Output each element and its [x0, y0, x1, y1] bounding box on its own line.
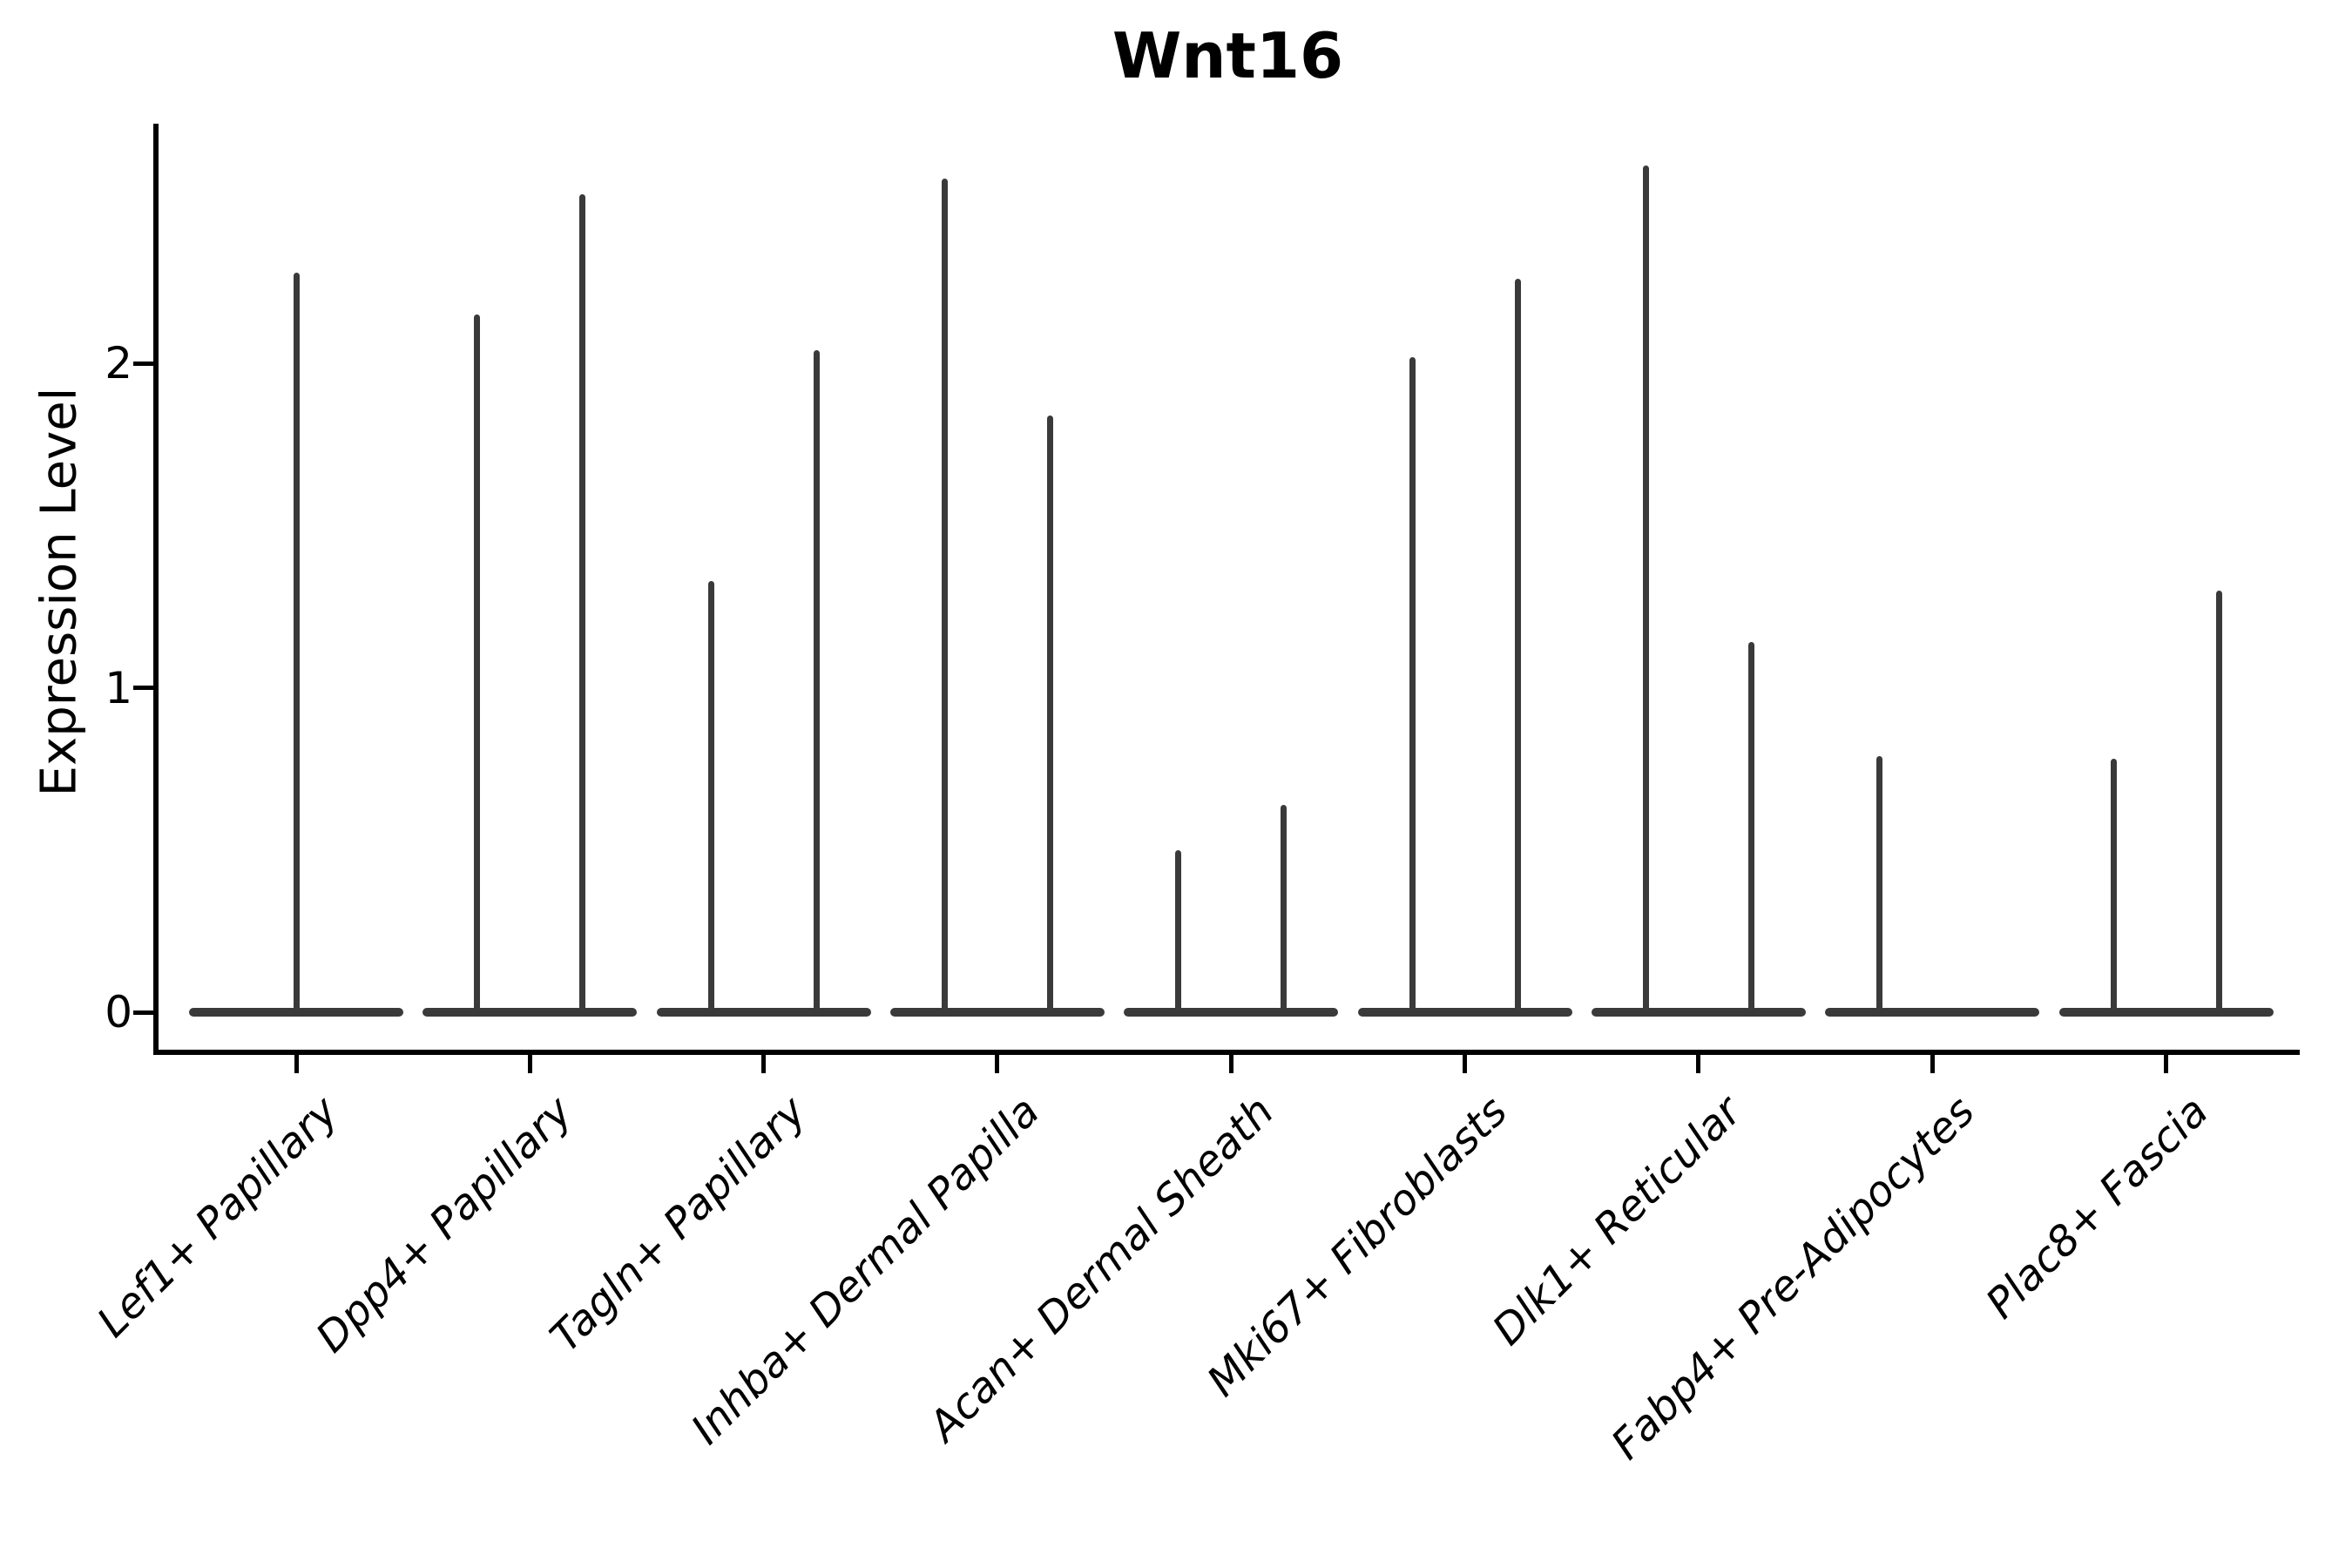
y-tick-label: 0: [105, 987, 132, 1037]
violin-spike: [293, 272, 300, 1017]
x-tick-mark: [2164, 1052, 2169, 1073]
violin-base: [1357, 1008, 1572, 1017]
violin-base: [1825, 1008, 2040, 1017]
y-tick-mark: [133, 361, 154, 366]
y-tick-mark: [133, 1010, 154, 1015]
y-axis-spine: [153, 124, 159, 1055]
violin-base: [889, 1008, 1105, 1017]
violin-spike: [474, 314, 481, 1017]
violin-spike: [1643, 165, 1650, 1017]
x-axis-spine: [153, 1050, 2300, 1055]
violin-spike: [1876, 755, 1883, 1017]
violin-spike: [1046, 415, 1053, 1017]
violin-base: [2058, 1008, 2274, 1017]
x-tick-mark: [294, 1052, 299, 1073]
y-axis-label: Expression Level: [30, 387, 88, 797]
violin-spike: [707, 580, 714, 1017]
violin-spike: [1514, 279, 1521, 1017]
x-tick-mark: [1463, 1052, 1468, 1073]
x-tick-label: Lef1+ Papillary: [88, 1086, 348, 1347]
violin-spike: [1175, 849, 1182, 1017]
x-tick-mark: [1228, 1052, 1233, 1073]
violin-spike: [813, 350, 820, 1017]
violin-spike: [1747, 642, 1754, 1017]
y-tick-mark: [133, 686, 154, 690]
x-tick-mark: [1696, 1052, 1701, 1073]
x-tick-mark: [761, 1052, 767, 1073]
violin-base: [656, 1008, 871, 1017]
x-tick-mark: [527, 1052, 532, 1073]
violin-spike: [1281, 804, 1288, 1017]
x-tick-label: Dlk1+ Reticular: [1483, 1086, 1751, 1355]
x-tick-label: Plac8+ Fascia: [1977, 1086, 2219, 1328]
violin-spike: [2215, 590, 2222, 1017]
x-tick-mark: [1930, 1052, 1935, 1073]
violin-base: [1124, 1008, 1339, 1017]
x-tick-label: Dpp4+ Papillary: [307, 1086, 582, 1362]
x-tick-mark: [995, 1052, 1000, 1073]
y-tick-label: 1: [105, 662, 132, 713]
violin-spike: [1409, 356, 1416, 1017]
violin-spike: [2110, 759, 2117, 1017]
y-tick-label: 2: [105, 338, 132, 389]
violin-base: [1591, 1008, 1806, 1017]
violin-spike: [942, 178, 949, 1017]
violin-spike: [579, 194, 586, 1017]
x-tick-label: Tagln+ Papillary: [540, 1086, 816, 1362]
violin-base: [422, 1008, 638, 1017]
chart-title: Wnt16: [1112, 19, 1344, 92]
